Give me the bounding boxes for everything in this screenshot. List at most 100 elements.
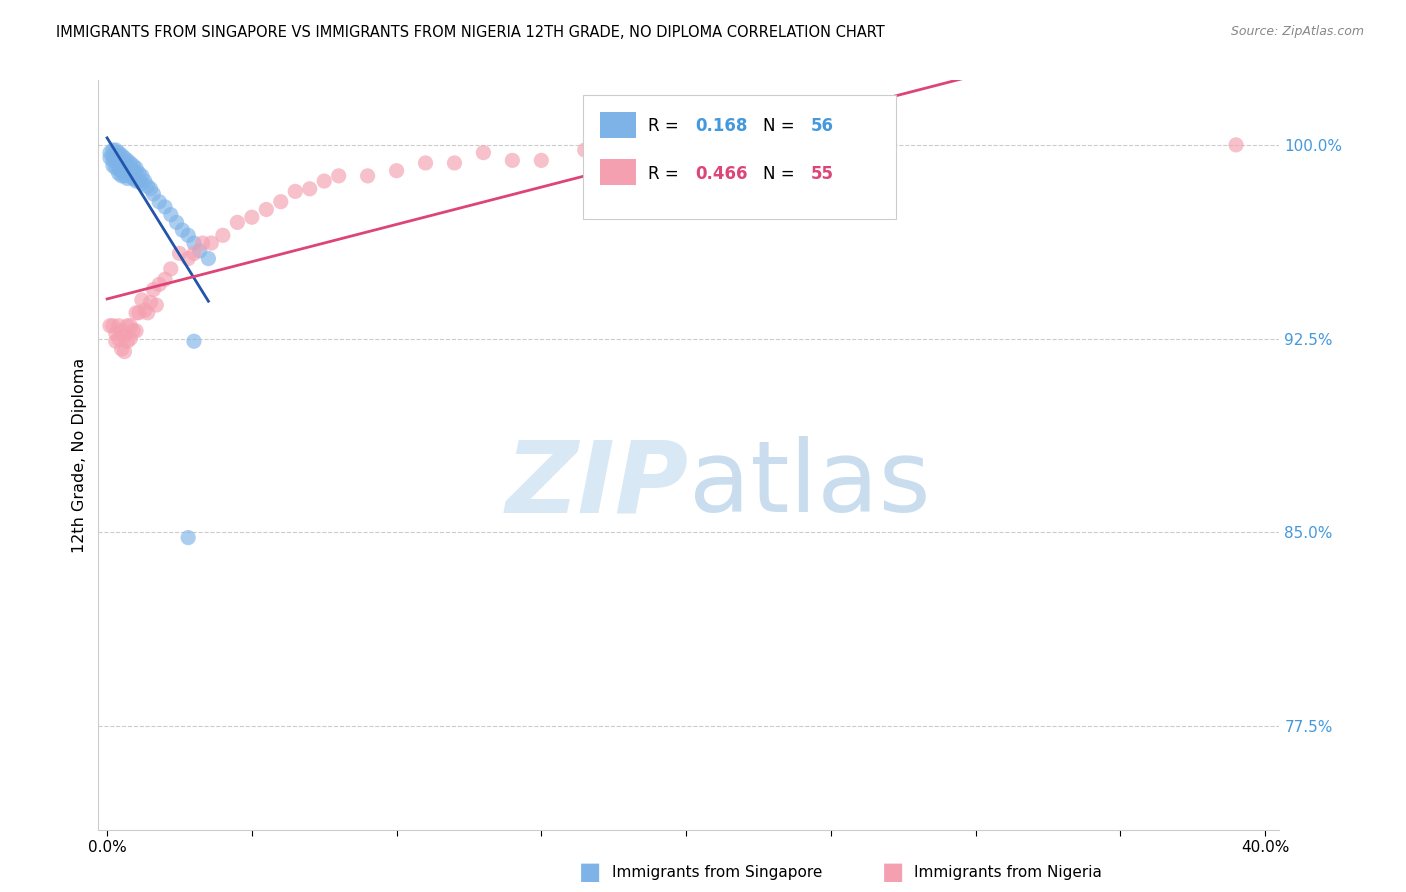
Point — [645, 140, 668, 154]
Point — [107, 161, 129, 175]
Point — [602, 140, 624, 154]
Point — [101, 148, 124, 162]
Point — [122, 159, 145, 173]
FancyBboxPatch shape — [582, 95, 896, 219]
Text: ■: ■ — [882, 861, 904, 884]
Point — [120, 156, 142, 170]
Point — [136, 306, 159, 320]
Text: Immigrants from Nigeria: Immigrants from Nigeria — [914, 865, 1102, 880]
Point — [101, 318, 124, 333]
Point — [104, 161, 127, 175]
Point — [169, 246, 191, 260]
Point — [107, 166, 129, 180]
Point — [110, 148, 132, 162]
Text: 0.466: 0.466 — [695, 165, 748, 183]
Point — [530, 153, 553, 168]
Point — [120, 318, 142, 333]
Point — [356, 169, 378, 183]
Point — [117, 159, 139, 173]
Point — [104, 334, 127, 349]
Point — [183, 246, 205, 260]
Point — [98, 151, 121, 165]
Point — [117, 334, 139, 349]
Point — [104, 326, 127, 341]
Point — [110, 159, 132, 173]
Point — [114, 329, 136, 343]
Point — [298, 182, 321, 196]
Point — [117, 163, 139, 178]
Point — [120, 169, 142, 183]
Point — [120, 332, 142, 346]
Point — [107, 151, 129, 165]
Point — [197, 252, 219, 266]
Point — [101, 153, 124, 168]
Point — [110, 153, 132, 168]
Text: 56: 56 — [811, 117, 834, 135]
Point — [385, 163, 408, 178]
Point — [139, 182, 162, 196]
Point — [128, 174, 150, 188]
Point — [159, 208, 181, 222]
Point — [254, 202, 277, 217]
Text: ZIP: ZIP — [506, 436, 689, 533]
Point — [762, 145, 785, 160]
Point — [128, 306, 150, 320]
Text: IMMIGRANTS FROM SINGAPORE VS IMMIGRANTS FROM NIGERIA 12TH GRADE, NO DIPLOMA CORR: IMMIGRANTS FROM SINGAPORE VS IMMIGRANTS … — [56, 25, 884, 40]
Point — [172, 223, 194, 237]
Text: R =: R = — [648, 117, 683, 135]
Point — [110, 163, 132, 178]
Point — [148, 194, 170, 209]
Point — [443, 156, 465, 170]
Point — [1225, 137, 1247, 152]
Point — [114, 169, 136, 183]
Point — [139, 295, 162, 310]
Point — [704, 143, 727, 157]
Point — [122, 171, 145, 186]
Text: 0.168: 0.168 — [695, 117, 747, 135]
Point — [863, 148, 886, 162]
Point — [415, 156, 437, 170]
Point — [177, 531, 200, 545]
Point — [107, 145, 129, 160]
Point — [128, 166, 150, 180]
Point — [104, 143, 127, 157]
Point — [125, 324, 148, 338]
Text: N =: N = — [763, 165, 800, 183]
Point — [142, 283, 165, 297]
Point — [188, 244, 211, 258]
Point — [110, 324, 132, 338]
Point — [183, 235, 205, 250]
Point — [104, 153, 127, 168]
Point — [117, 171, 139, 186]
Text: N =: N = — [763, 117, 800, 135]
Point — [183, 334, 205, 349]
Bar — [600, 112, 636, 138]
Point — [136, 179, 159, 194]
Point — [145, 298, 167, 312]
Point — [153, 200, 176, 214]
Point — [134, 303, 156, 318]
Point — [153, 272, 176, 286]
Point — [159, 261, 181, 276]
Point — [117, 318, 139, 333]
Text: Immigrants from Singapore: Immigrants from Singapore — [612, 865, 823, 880]
Point — [117, 153, 139, 168]
Point — [148, 277, 170, 292]
Text: 55: 55 — [811, 165, 834, 183]
Point — [107, 156, 129, 170]
Point — [270, 194, 292, 209]
Point — [134, 174, 156, 188]
Point — [177, 228, 200, 243]
Point — [125, 306, 148, 320]
Point — [125, 161, 148, 175]
Text: ■: ■ — [579, 861, 602, 884]
Point — [131, 293, 153, 307]
Point — [191, 235, 214, 250]
Point — [226, 215, 249, 229]
Bar — [600, 159, 636, 186]
Point — [98, 318, 121, 333]
Point — [142, 186, 165, 201]
Point — [110, 342, 132, 356]
Point — [98, 145, 121, 160]
Y-axis label: 12th Grade, No Diploma: 12th Grade, No Diploma — [72, 358, 87, 552]
